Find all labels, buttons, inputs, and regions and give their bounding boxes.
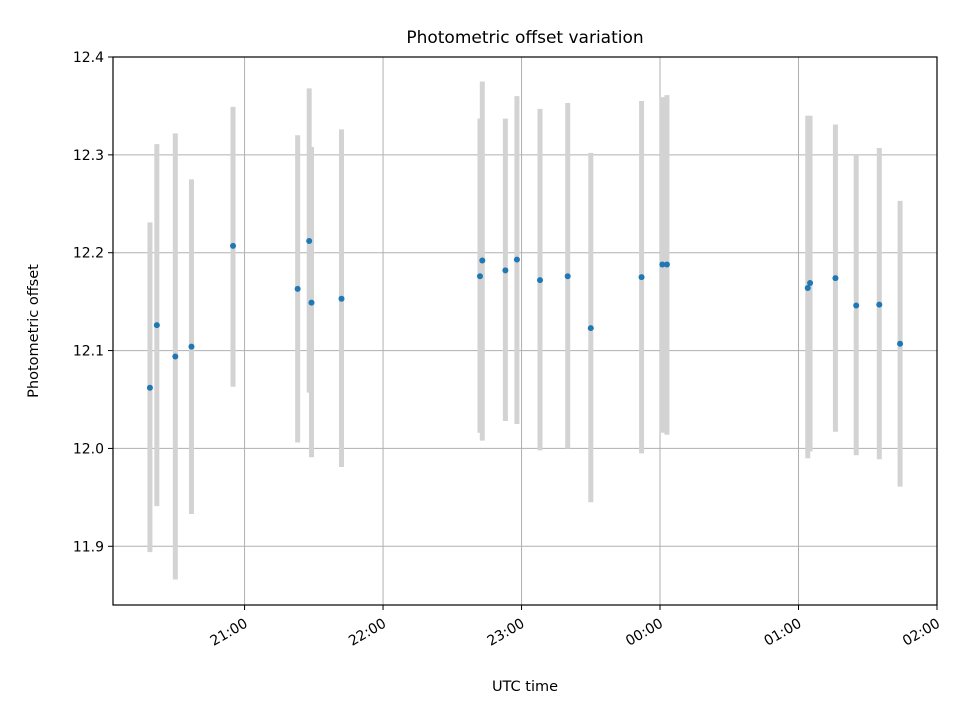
data-points: [146, 237, 904, 391]
data-point: [338, 295, 345, 302]
y-tick-label: 12.2: [73, 246, 104, 262]
y-axis: 11.9 12.0 12.1 12.2 12.3 12.4: [73, 50, 113, 555]
x-axis-label: UTC time: [492, 679, 558, 695]
data-point: [306, 237, 313, 244]
data-point: [502, 267, 509, 274]
data-point: [832, 275, 839, 282]
y-tick-label: 12.4: [73, 50, 104, 66]
data-point: [294, 285, 301, 292]
y-tick-label: 12.0: [73, 441, 104, 457]
data-point: [172, 353, 179, 360]
data-point: [587, 325, 594, 332]
data-point: [537, 277, 544, 284]
data-point: [153, 322, 160, 329]
data-point: [564, 273, 571, 280]
data-point: [853, 302, 860, 309]
data-point: [230, 242, 237, 249]
y-axis-label: Photometric offset: [26, 264, 42, 398]
data-point: [663, 261, 670, 268]
chart-title: Photometric offset variation: [406, 28, 643, 48]
y-tick-label: 11.9: [73, 539, 104, 555]
data-point: [804, 284, 811, 291]
plot-frame: [112, 56, 938, 606]
data-point: [479, 257, 486, 264]
data-point: [146, 384, 153, 391]
data-point: [659, 261, 666, 268]
data-point: [188, 343, 195, 350]
data-point: [476, 273, 483, 280]
data-point: [807, 280, 814, 287]
data-point: [897, 340, 904, 347]
grid: [113, 56, 938, 605]
y-tick-label: 12.3: [73, 148, 104, 164]
data-point: [638, 274, 645, 281]
y-tick-label: 12.1: [73, 344, 104, 360]
data-point: [308, 299, 315, 306]
data-point: [876, 301, 883, 308]
data-point: [513, 256, 520, 263]
